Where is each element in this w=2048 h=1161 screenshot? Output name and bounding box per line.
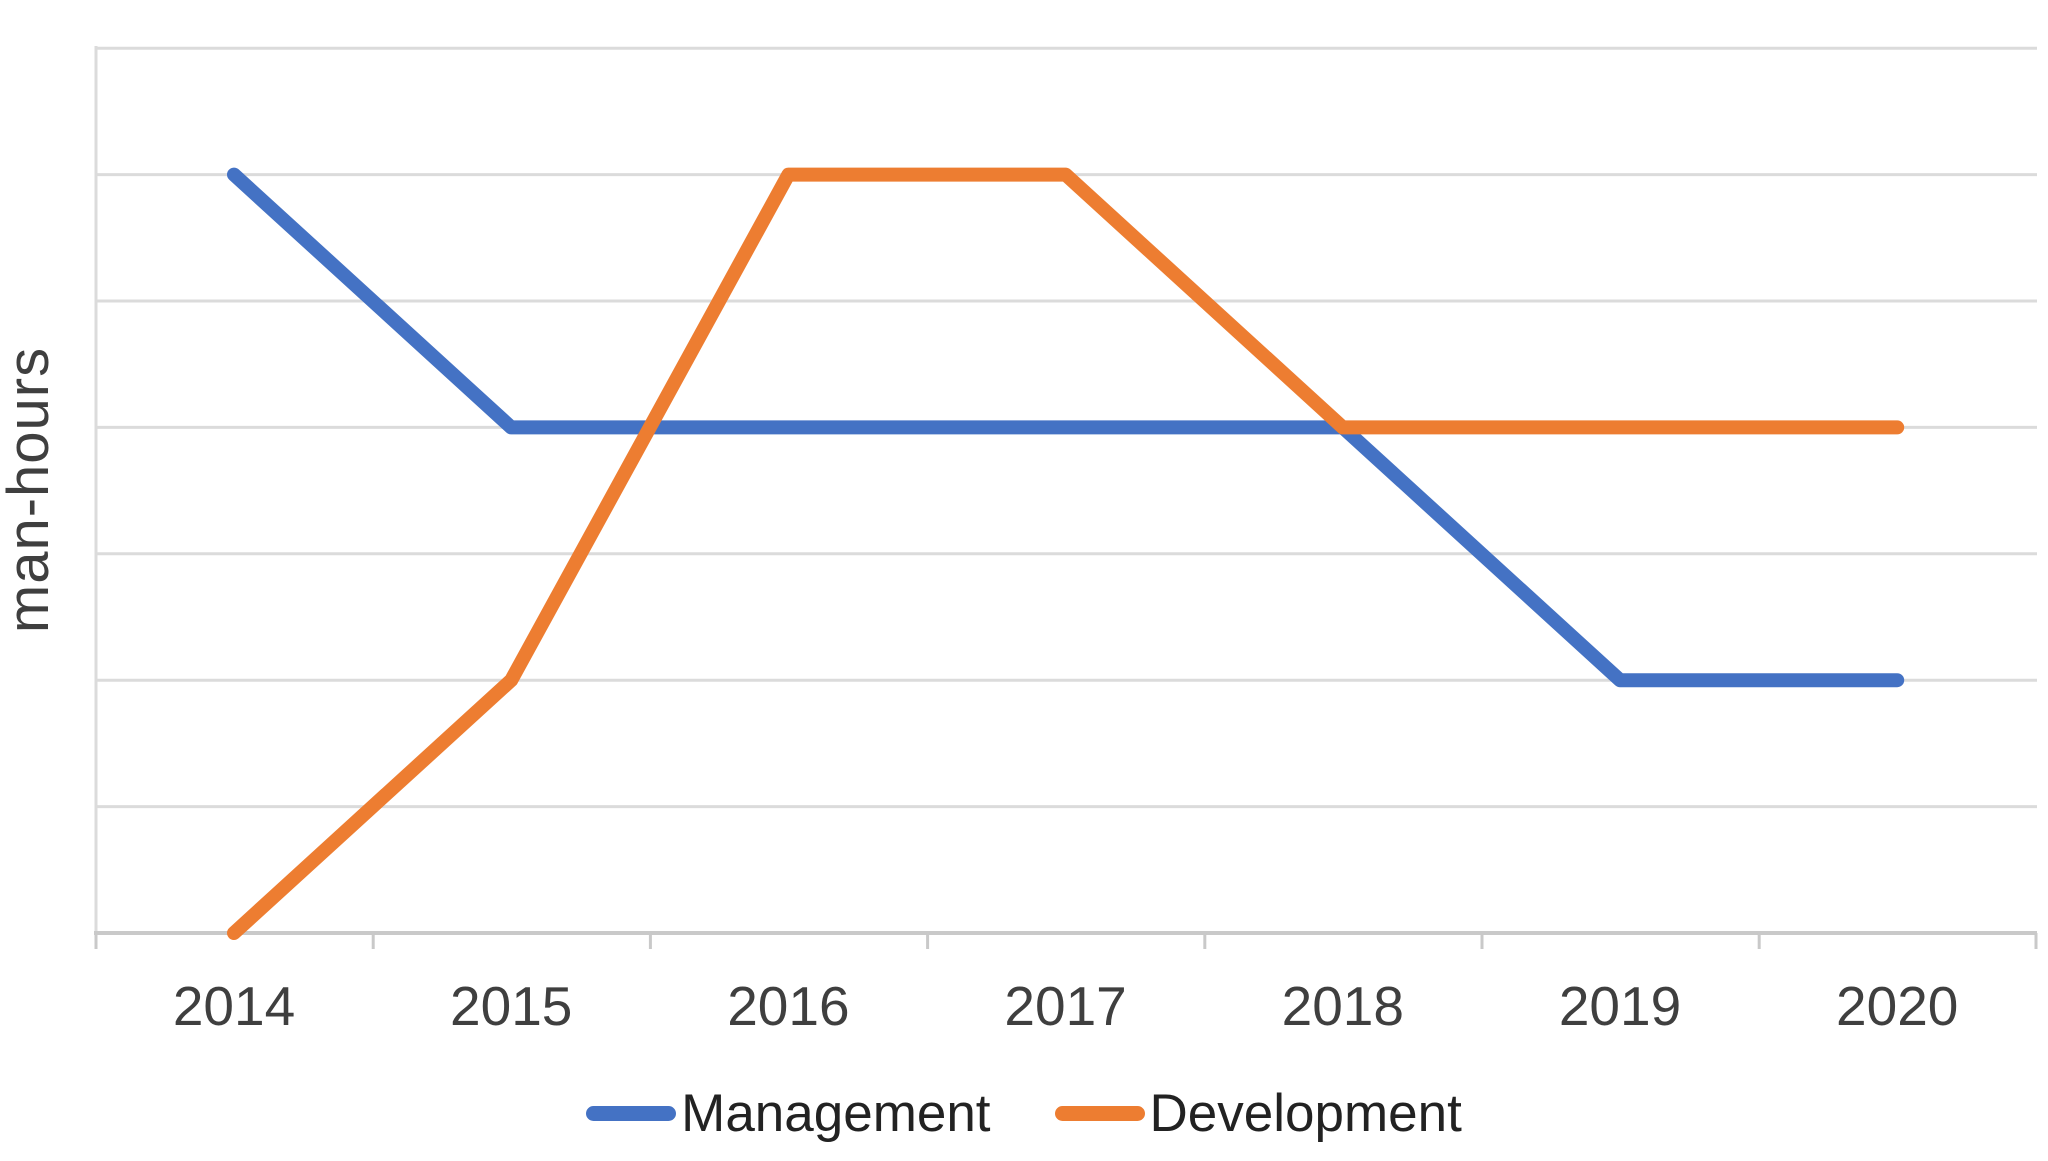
x-axis-label: 2019 (1559, 975, 1681, 1037)
legend-label: Development (1149, 1083, 1462, 1143)
legend-item-development: Development (1054, 1083, 1462, 1144)
legend-label: Management (681, 1083, 991, 1143)
legend-item-management: Management (586, 1083, 991, 1144)
x-axis-label: 2016 (727, 975, 849, 1037)
series-line-management (227, 167, 1905, 688)
x-axis-label: 2015 (450, 975, 572, 1037)
x-axis-label: 2020 (1836, 975, 1958, 1037)
x-axis-label: 2018 (1282, 975, 1404, 1037)
legend-swatch-management (586, 1105, 677, 1121)
y-axis-title: man-hours (0, 347, 61, 633)
legend-swatch-development (1054, 1105, 1145, 1121)
x-axis-label: 2017 (1004, 975, 1126, 1037)
chart-legend: Management Development (0, 1080, 2048, 1146)
series-line-development (227, 167, 1905, 940)
x-axis-label: 2014 (173, 975, 295, 1037)
